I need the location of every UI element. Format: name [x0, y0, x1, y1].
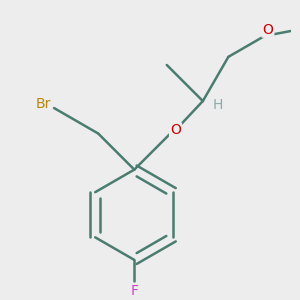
Text: F: F [130, 284, 138, 298]
Text: O: O [262, 23, 273, 37]
Text: O: O [170, 123, 181, 137]
Text: H: H [213, 98, 223, 112]
Text: Br: Br [35, 97, 51, 111]
